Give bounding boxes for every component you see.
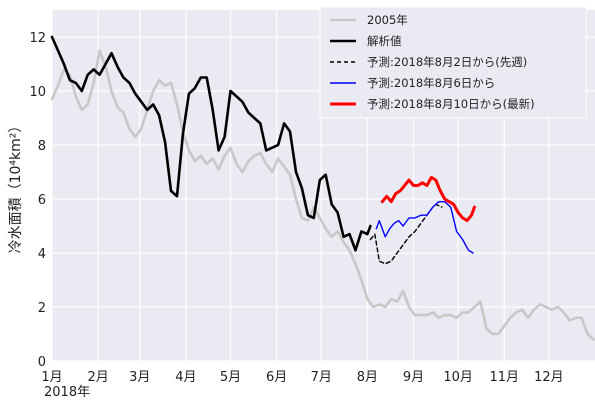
y-tick-label: 8: [38, 139, 46, 154]
legend-label: 2005年: [367, 13, 408, 27]
grid: [51, 10, 595, 362]
y-tick-label: 12: [29, 31, 46, 46]
x-tick-label: 9月: [403, 370, 424, 385]
series-layer: [50, 35, 595, 341]
x-ticks: 1月 2月 3月 4月 5月 6月 7月 8月 9月 10月 11月 12月: [41, 370, 563, 385]
y-tick-label: 2: [38, 301, 46, 316]
x-tick-label: 12月: [534, 370, 564, 385]
x-tick-label: 11月: [489, 370, 519, 385]
legend-label: 解析値: [367, 34, 402, 48]
series-line-4: [380, 175, 476, 223]
series-line-3: [375, 201, 474, 254]
y-tick-label: 0: [38, 355, 46, 370]
series-line-1: [50, 35, 372, 252]
legend-box: [319, 6, 587, 119]
y-tick-label: 4: [38, 247, 46, 262]
x-tick-label: 6月: [266, 370, 287, 385]
x-tick-label: 1月: [41, 370, 62, 385]
year-label: 2018年: [44, 385, 90, 400]
x-tick-label: 10月: [443, 370, 473, 385]
x-tick-label: 2月: [87, 370, 108, 385]
legend-label: 予測:2018年8月6日から: [367, 76, 495, 90]
series-line-0: [50, 49, 595, 341]
x-tick-label: 5月: [220, 370, 241, 385]
y-tick-label: 6: [38, 193, 46, 208]
legend-label: 予測:2018年8月2日から(先週): [367, 55, 527, 69]
y-tick-label: 10: [29, 85, 46, 100]
y-axis-title: 冷水面積（10⁴km²）: [8, 119, 24, 254]
x-tick-label: 4月: [175, 370, 196, 385]
x-tick-label: 7月: [311, 370, 332, 385]
x-tick-label: 8月: [357, 370, 378, 385]
x-tick-label: 3月: [129, 370, 150, 385]
y-ticks: 0 2 4 6 8 10 12: [29, 31, 46, 370]
legend-label: 予測:2018年8月10日から(最新): [367, 97, 535, 111]
